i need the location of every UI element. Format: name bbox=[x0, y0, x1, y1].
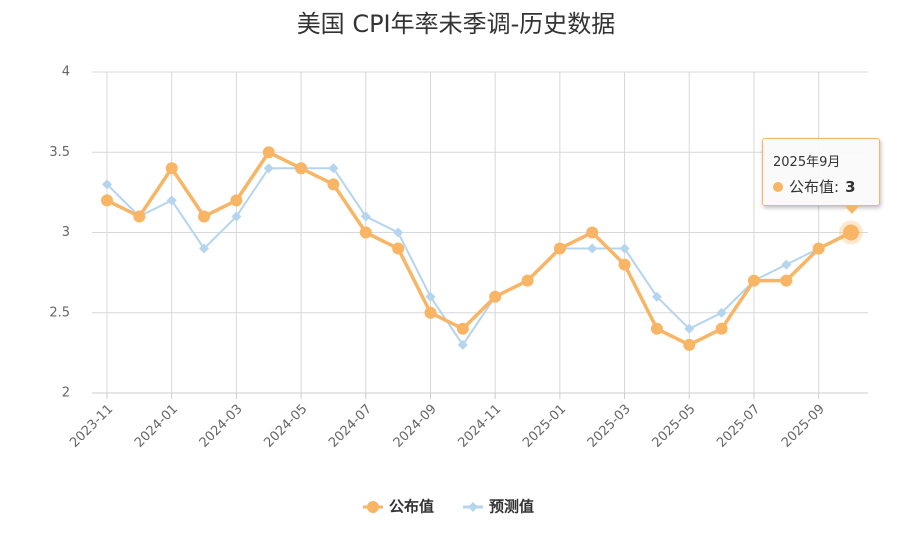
legend-marker bbox=[468, 502, 478, 512]
point bbox=[327, 178, 340, 191]
point bbox=[715, 322, 728, 335]
x-tick-label: 2025-01 bbox=[520, 402, 569, 451]
x-tick-label: 2025-09 bbox=[779, 402, 828, 451]
x-tick-label: 2025-05 bbox=[650, 402, 699, 451]
tooltip-series: 公布值 bbox=[789, 176, 839, 197]
x-tick-label: 2024-05 bbox=[261, 402, 310, 451]
point bbox=[133, 210, 146, 223]
legend-marker bbox=[367, 501, 379, 513]
series-line bbox=[106, 167, 820, 347]
point bbox=[587, 243, 598, 254]
x-tick-label: 2024-11 bbox=[455, 402, 504, 451]
point bbox=[618, 258, 631, 271]
point bbox=[843, 224, 859, 241]
x-tick-label: 2023-11 bbox=[67, 402, 116, 451]
point bbox=[359, 226, 372, 239]
legend-label: 预测值 bbox=[489, 498, 534, 516]
point bbox=[683, 338, 696, 351]
tooltip: 2025年9月 公布值 3 bbox=[762, 138, 880, 206]
point bbox=[165, 162, 178, 175]
point bbox=[230, 194, 243, 207]
tooltip-row: 公布值 3 bbox=[773, 176, 879, 197]
x-tick-label: 2025-07 bbox=[714, 402, 763, 451]
point bbox=[553, 242, 566, 255]
point bbox=[262, 146, 275, 159]
y-tick-label: 2.5 bbox=[49, 305, 70, 320]
point bbox=[747, 274, 760, 287]
point bbox=[360, 211, 371, 222]
y-tick-label: 2 bbox=[62, 386, 70, 401]
point bbox=[619, 243, 630, 254]
point bbox=[812, 242, 825, 255]
x-tick-label: 2024-07 bbox=[326, 402, 375, 451]
point bbox=[424, 306, 437, 319]
y-tick-label: 3.5 bbox=[49, 145, 70, 160]
x-tick-label: 2024-03 bbox=[197, 402, 246, 451]
point bbox=[650, 322, 663, 335]
point bbox=[651, 291, 662, 302]
point bbox=[425, 291, 436, 302]
legend-label: 公布值 bbox=[389, 498, 434, 516]
chart-title: 美国 CPI年率未季调-历史数据 bbox=[297, 10, 616, 38]
point bbox=[328, 163, 339, 174]
point bbox=[263, 163, 274, 174]
point bbox=[295, 162, 308, 175]
point bbox=[456, 322, 469, 335]
point bbox=[521, 274, 534, 287]
point bbox=[393, 227, 404, 238]
point bbox=[199, 243, 210, 254]
tooltip-dot bbox=[773, 181, 783, 192]
point bbox=[102, 179, 112, 190]
point bbox=[716, 307, 727, 318]
point bbox=[489, 290, 502, 303]
x-tick-label: 2024-09 bbox=[391, 402, 440, 451]
point bbox=[231, 211, 242, 222]
point bbox=[780, 274, 793, 287]
tooltip-value: 3 bbox=[845, 177, 856, 196]
point bbox=[781, 259, 792, 270]
point bbox=[198, 210, 211, 223]
tooltip-title: 2025年9月 bbox=[773, 155, 841, 170]
point bbox=[166, 195, 177, 206]
y-tick-label: 4 bbox=[62, 65, 70, 80]
tooltip-arrow bbox=[844, 205, 860, 214]
series-line bbox=[106, 150, 852, 347]
point bbox=[684, 323, 695, 334]
point bbox=[392, 242, 405, 255]
point bbox=[457, 339, 468, 350]
y-tick-label: 3 bbox=[62, 225, 70, 240]
point bbox=[101, 194, 113, 207]
x-tick-label: 2024-01 bbox=[132, 402, 181, 451]
point bbox=[586, 226, 599, 239]
x-tick-label: 2025-03 bbox=[585, 402, 634, 451]
